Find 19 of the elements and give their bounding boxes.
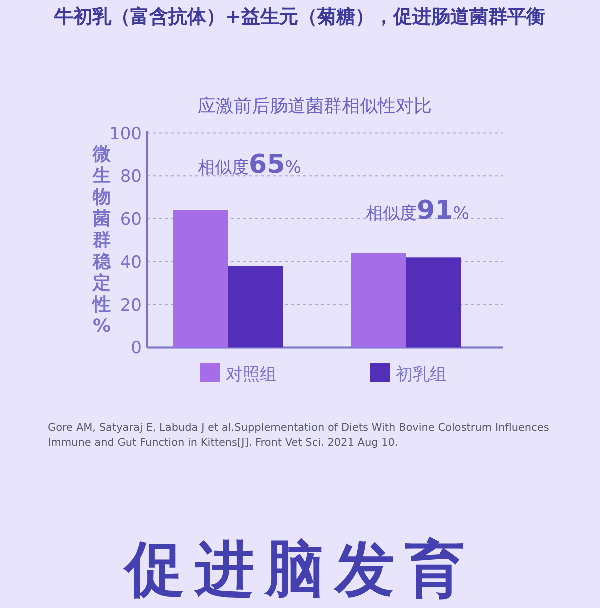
text: Gore AM, Satyaraj E, Labuda J et al.Supplementation of Diets With Bovine Colostrum Influences Immune and Gut Function in Kittens[J]. Front Vet Sci. 2021 Aug 10. xyxy=(48,421,550,451)
y-tick-label: 80 xyxy=(120,167,142,188)
chart-title: 应激前后肠道菌群相似性对比 xyxy=(197,95,433,118)
y-tick-label: 40 xyxy=(120,252,142,273)
annotation: 相似度65% xyxy=(198,150,302,180)
bar xyxy=(228,266,283,348)
bar xyxy=(351,253,406,348)
y-tick-label: 100 xyxy=(110,124,142,144)
legend-label: 对照组 xyxy=(226,365,277,385)
text: 微生物菌群稳定性% xyxy=(92,144,112,337)
y-tick-label: 60 xyxy=(120,210,142,230)
legend-label: 初乳组 xyxy=(396,365,447,385)
y-tick-label: 0 xyxy=(131,338,142,359)
chart-subtitle: 牛初乳（富含抗体）+益生元（菊糖），促进肠道菌群平衡 xyxy=(54,5,546,30)
y-tick-label: 20 xyxy=(120,296,142,316)
bar xyxy=(406,258,461,348)
annotation: 相似度91% xyxy=(366,196,470,226)
text: 促进脑发育 xyxy=(122,535,476,605)
bar xyxy=(173,210,228,348)
